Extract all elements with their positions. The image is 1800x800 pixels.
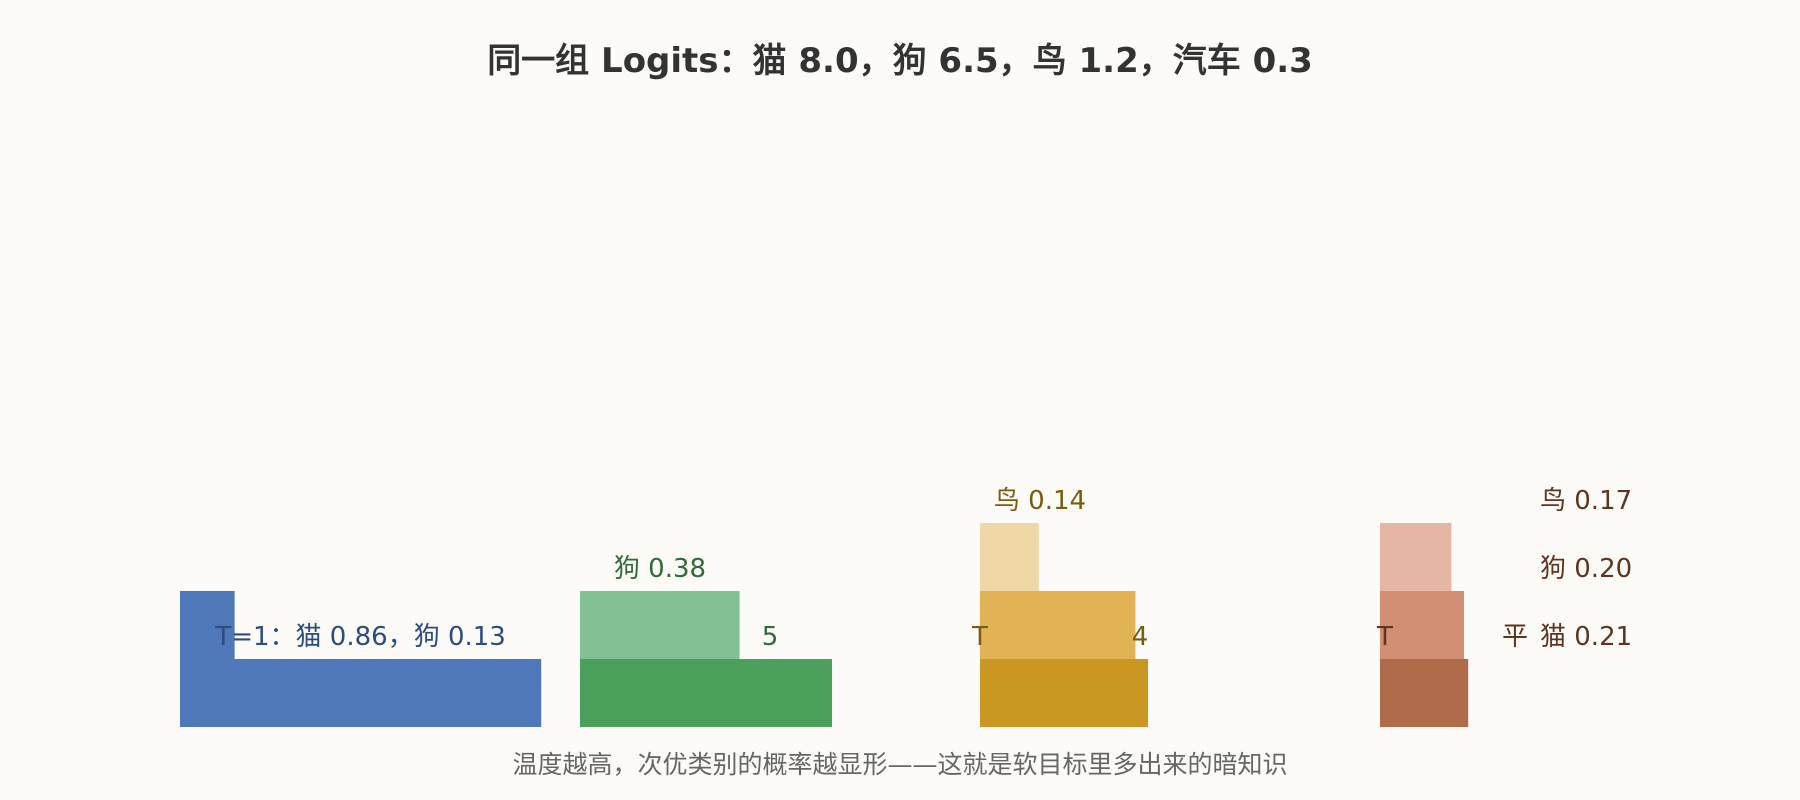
bar-labels: T=1：猫 0.86，狗 0.13 5 狗 0.38 4 鸟 0.14 猫 0.21 狗 0… [214, 486, 1632, 652]
bar-3-鸟 [980, 523, 1039, 591]
chart-caption: 温度越高，次优类别的概率越显形——这就是软目标里多出来的暗知识 [512, 750, 1287, 779]
bar-group-1 [180, 591, 542, 727]
bar-1-狗 [180, 591, 235, 659]
partial-label-left: T [1376, 622, 1393, 652]
bar-3-猫 [980, 659, 1148, 727]
chart-title: 同一组 Logits：猫 8.0，狗 6.5，鸟 1.2，汽车 0.3 [487, 41, 1313, 81]
bar-group-3 [980, 523, 1148, 727]
partial-label-right: 平 [1502, 622, 1528, 652]
bar-4-猫 [1380, 659, 1469, 727]
bar-3-狗 [980, 591, 1136, 659]
bar-group-4 [1380, 523, 1469, 727]
bar-label-4-1: 猫 0.21 [1540, 622, 1632, 652]
bar-1-猫 [180, 659, 542, 727]
bar-label-4-3: 鸟 0.17 [1540, 486, 1632, 516]
bar-groups [180, 523, 1469, 727]
bar-label-2-2: 狗 0.38 [614, 554, 706, 584]
bar-group-2 [580, 591, 832, 727]
bar-label-2-1: 5 [762, 622, 779, 652]
bar-label-1-1: T=1：猫 0.86，狗 0.13 [214, 622, 506, 652]
bar-2-狗 [580, 591, 740, 659]
bar-label-3-1: 4 [1132, 622, 1149, 652]
partial-label-g3: T [971, 622, 988, 652]
bar-label-4-2: 狗 0.20 [1540, 554, 1632, 584]
bar-4-狗 [1380, 591, 1464, 659]
bar-2-猫 [580, 659, 832, 727]
bar-4-鸟 [1380, 523, 1452, 591]
bar-label-3-3: 鸟 0.14 [994, 486, 1086, 516]
